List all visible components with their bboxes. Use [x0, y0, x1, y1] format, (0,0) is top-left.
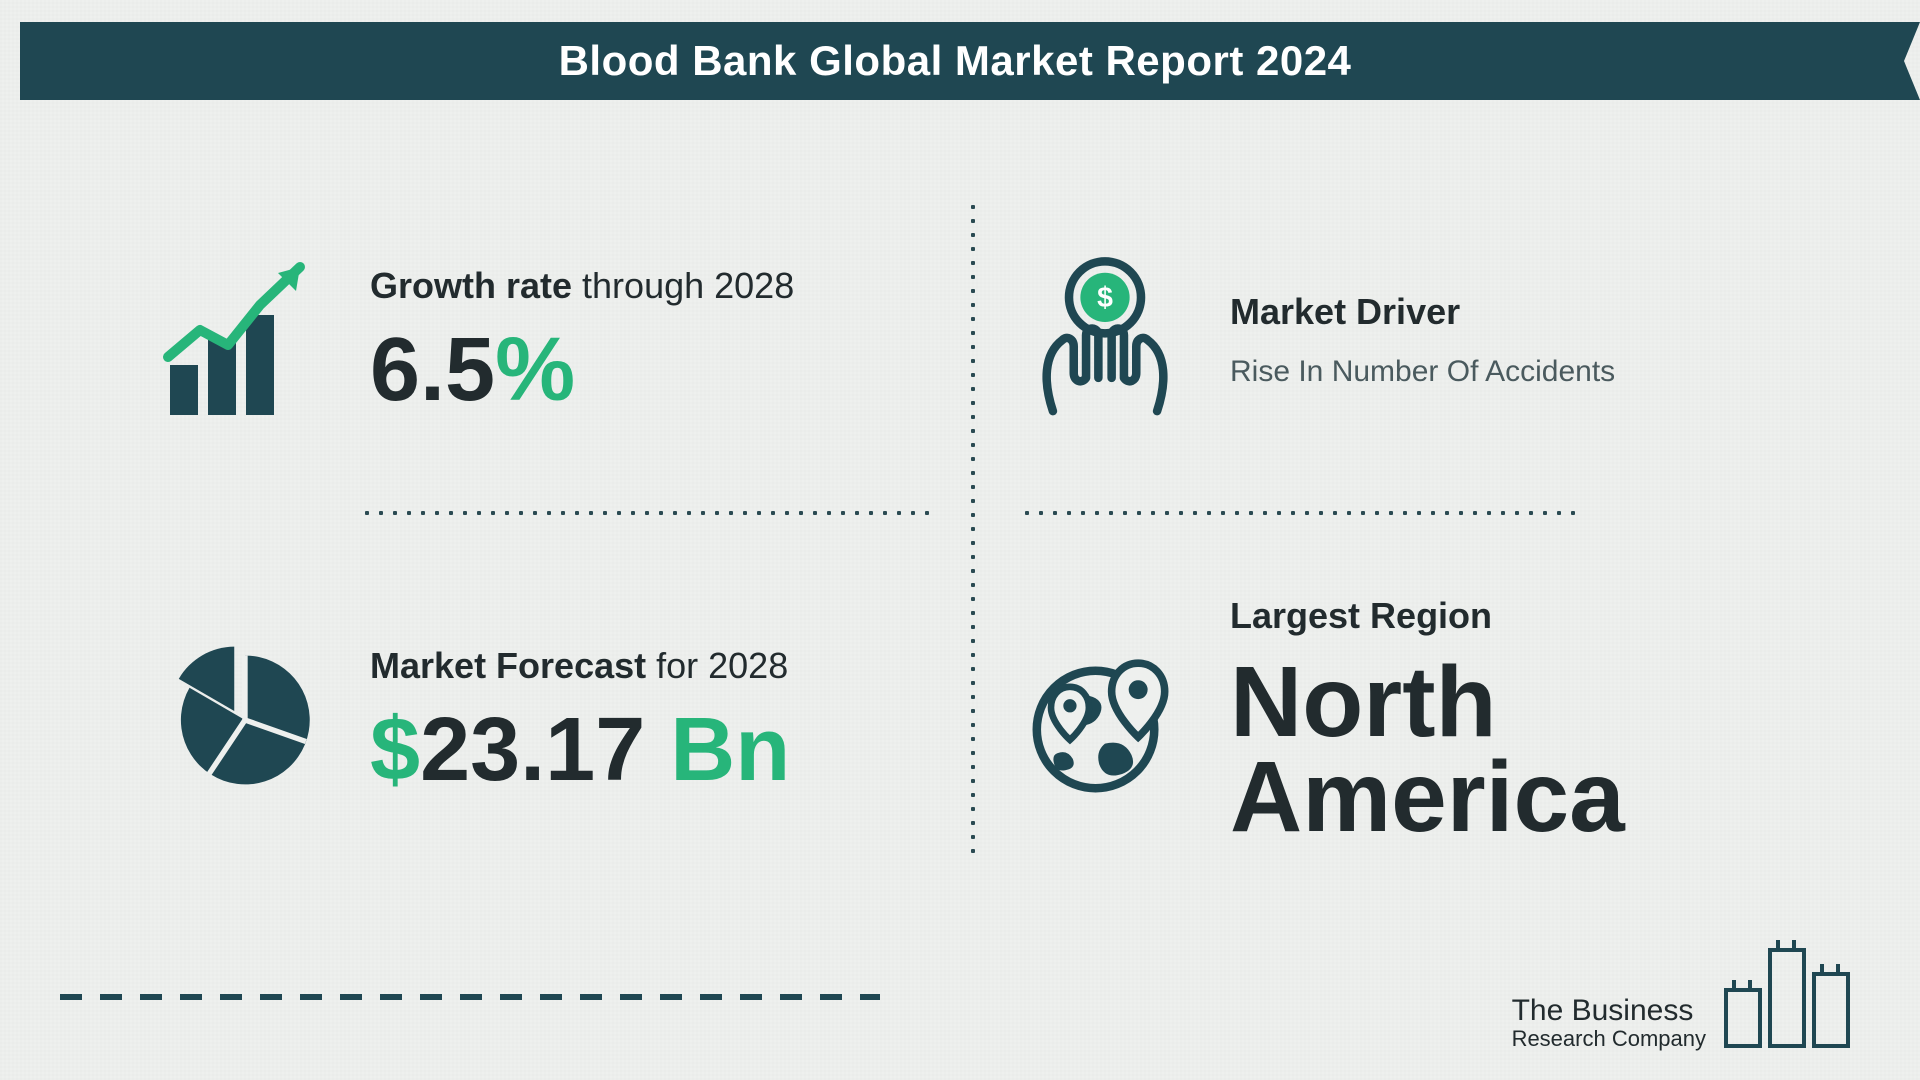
growth-chart-icon	[150, 245, 340, 435]
growth-rate-number: 6.5	[370, 320, 495, 420]
growth-rate-label-strong: Growth rate	[370, 265, 572, 306]
market-forecast-label-strong: Market Forecast	[370, 645, 646, 686]
largest-region-panel: Largest Region NorthAmerica	[1010, 570, 1770, 870]
hands-money-icon: $	[1010, 245, 1200, 435]
largest-region-value: NorthAmerica	[1230, 655, 1625, 845]
pie-chart-icon	[150, 625, 340, 815]
vertical-dotted-separator	[970, 200, 976, 860]
horizontal-dotted-separator-right	[1020, 510, 1580, 516]
market-forecast-label-rest: for 2028	[646, 645, 788, 686]
horizontal-dotted-separator-left	[360, 510, 930, 516]
company-logo: The Business Research Company	[1512, 930, 1860, 1050]
growth-rate-value: 6.5%	[370, 325, 794, 415]
market-forecast-label: Market Forecast for 2028	[370, 645, 790, 687]
growth-rate-label: Growth rate through 2028	[370, 265, 794, 307]
forecast-unit: Bn	[670, 700, 790, 800]
forecast-number: 23.17	[420, 700, 670, 800]
growth-rate-panel: Growth rate through 2028 6.5%	[150, 200, 930, 480]
globe-location-icon	[1010, 625, 1200, 815]
header-bar: Blood Bank Global Market Report 2024	[20, 22, 1890, 100]
market-driver-panel: $ Market Driver Rise In Number Of Accide…	[1010, 200, 1770, 480]
infographic-grid: Growth rate through 2028 6.5% $	[150, 170, 1770, 890]
growth-rate-label-rest: through 2028	[572, 265, 794, 306]
logo-bars-icon	[1720, 930, 1860, 1050]
market-forecast-panel: Market Forecast for 2028 $23.17 Bn	[150, 570, 930, 870]
svg-text:$: $	[1097, 282, 1113, 314]
market-driver-label: Market Driver	[1230, 291, 1615, 333]
market-driver-text: Rise In Number Of Accidents	[1230, 355, 1615, 389]
logo-line-2: Research Company	[1512, 1027, 1706, 1050]
growth-rate-unit: %	[495, 320, 575, 420]
bottom-dashed-line	[60, 994, 880, 1000]
largest-region-label: Largest Region	[1230, 595, 1625, 637]
market-forecast-value: $23.17 Bn	[370, 705, 790, 795]
page-title: Blood Bank Global Market Report 2024	[559, 37, 1352, 85]
logo-line-1: The Business	[1512, 995, 1706, 1027]
forecast-currency: $	[370, 700, 420, 800]
